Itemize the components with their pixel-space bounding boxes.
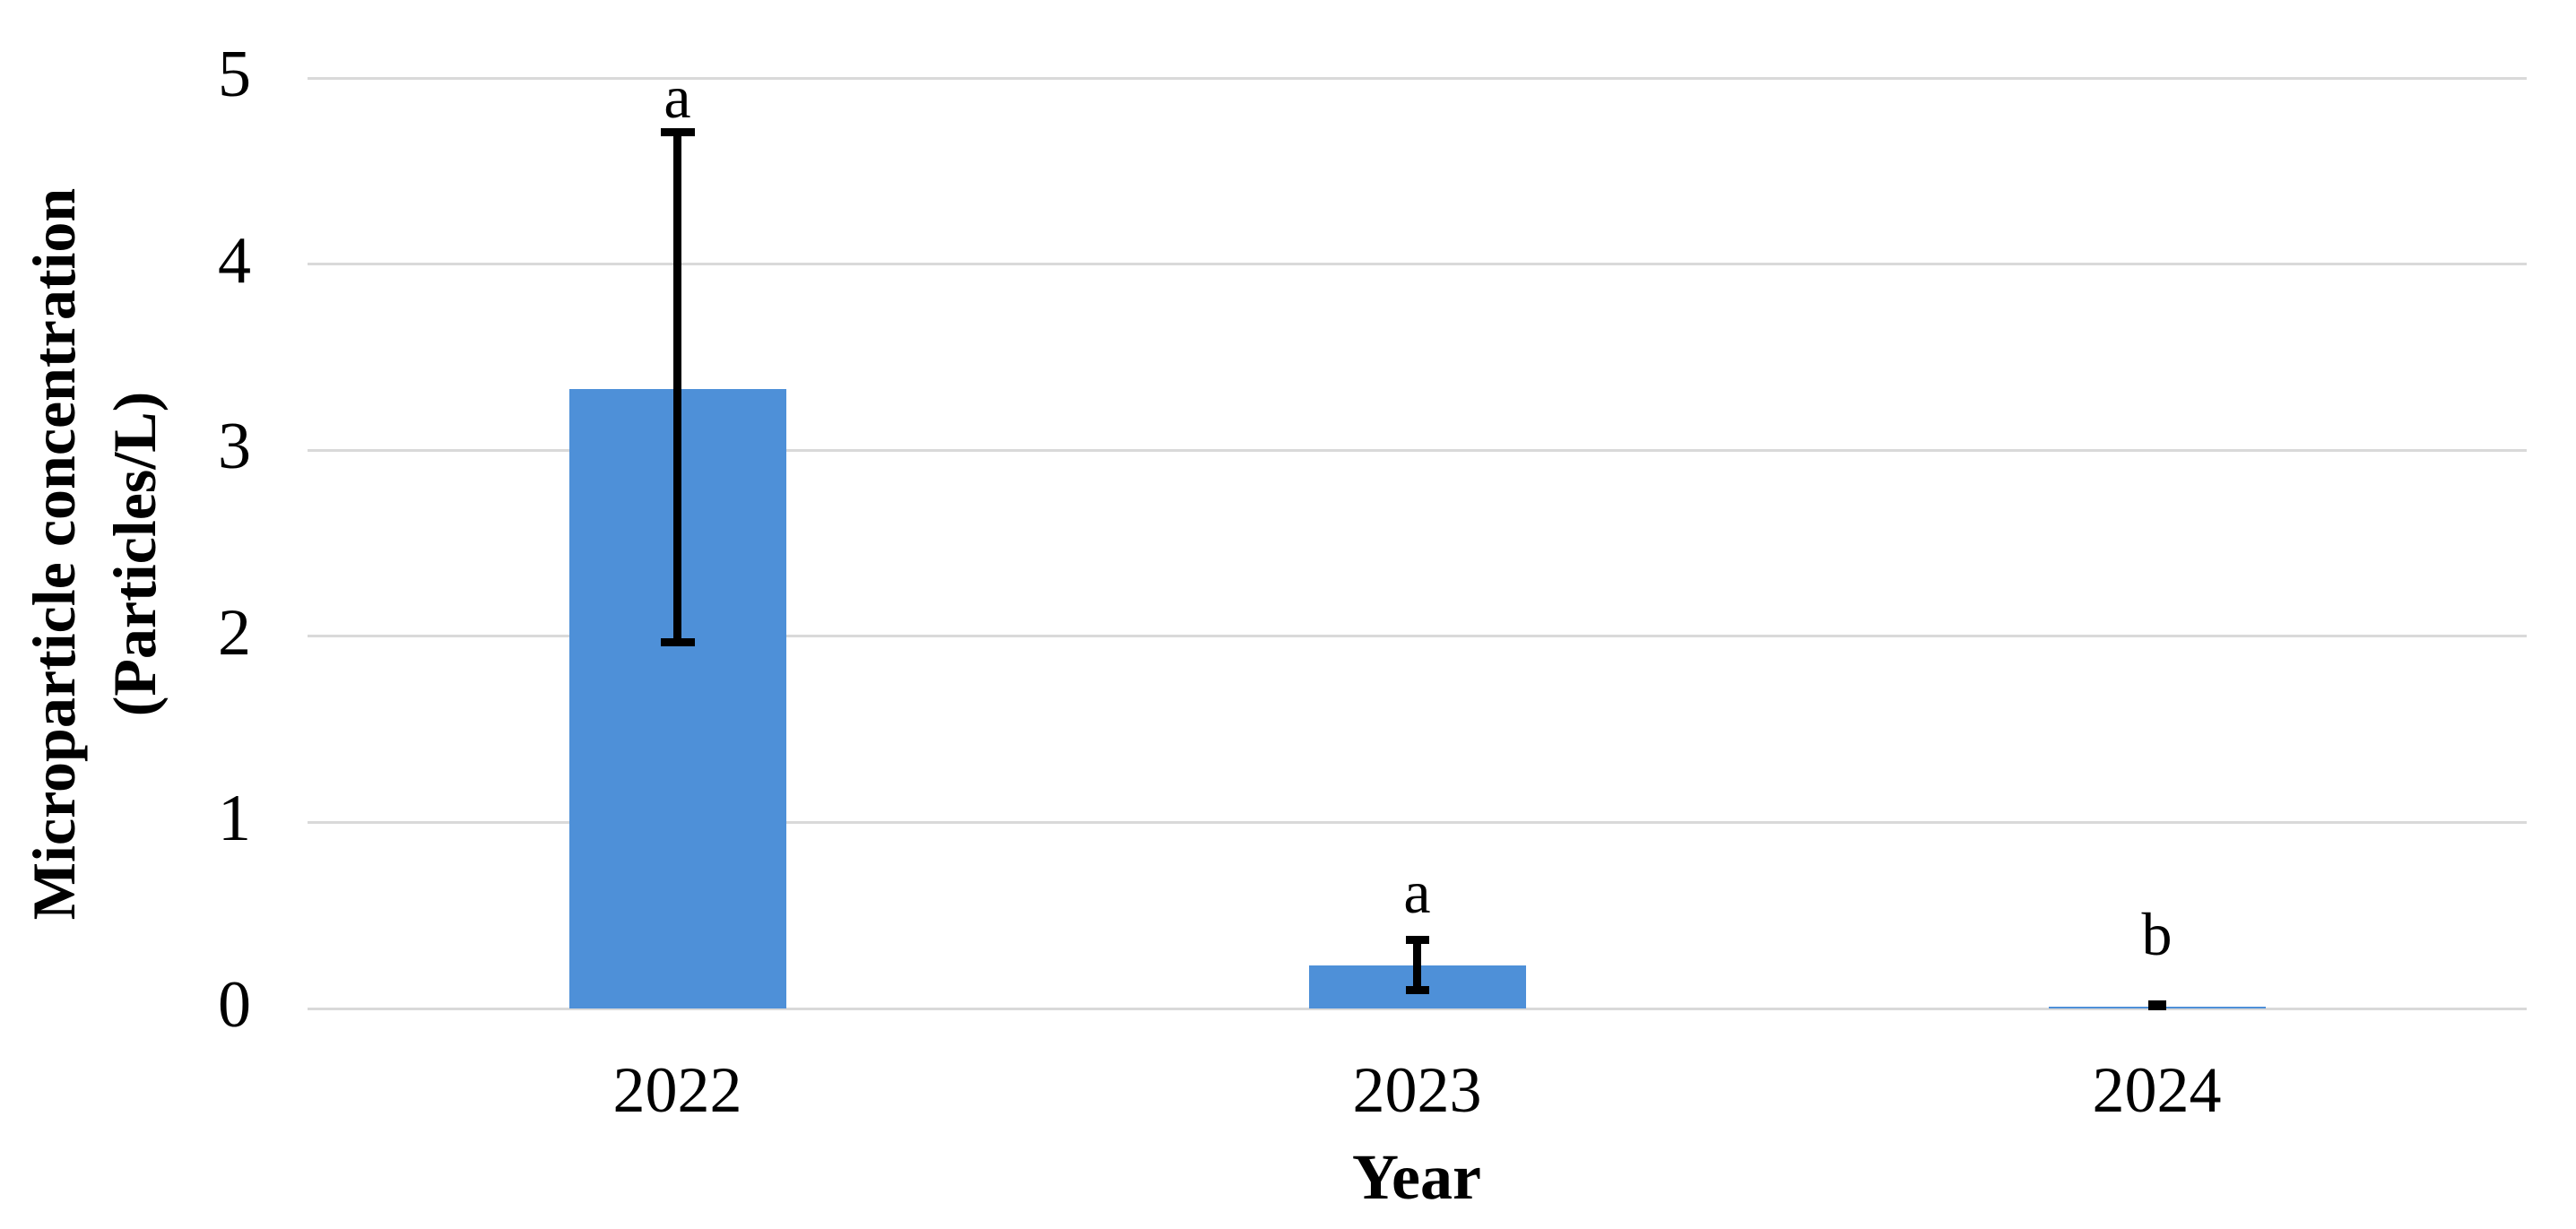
error-bar-2023	[1413, 939, 1421, 991]
sig-letter-2024: b	[2141, 900, 2173, 968]
y-tick-label-0: 0	[218, 968, 251, 1042]
gridline-y-1	[308, 820, 2527, 824]
sig-letter-2022: a	[664, 63, 691, 131]
y-tick-label-4: 4	[218, 223, 251, 298]
error-cap-low-2024	[2147, 1002, 2166, 1011]
gridline-y-0	[308, 1007, 2527, 1010]
gridline-y-2	[308, 635, 2527, 638]
x-tick-label-2022: 2022	[612, 1054, 742, 1126]
y-tick-label-5: 5	[218, 38, 251, 111]
y-tick-label-3: 3	[218, 410, 251, 484]
y-tick-label-2: 2	[218, 595, 251, 670]
error-cap-low-2023	[1405, 985, 1429, 994]
sig-letter-2023: a	[1403, 858, 1431, 926]
x-axis-title: Year	[1352, 1141, 1481, 1213]
error-cap-low-2022	[660, 637, 695, 646]
gridline-y-4	[308, 263, 2527, 266]
x-tick-label-2023: 2023	[1352, 1054, 1482, 1126]
gridline-y-5	[308, 76, 2527, 80]
gridline-y-3	[308, 448, 2527, 452]
y-tick-label-1: 1	[218, 782, 251, 856]
error-bar-2022	[673, 132, 681, 643]
error-cap-high-2023	[1405, 935, 1429, 944]
x-tick-label-2024: 2024	[2092, 1054, 2222, 1126]
error-cap-high-2022	[660, 127, 695, 136]
